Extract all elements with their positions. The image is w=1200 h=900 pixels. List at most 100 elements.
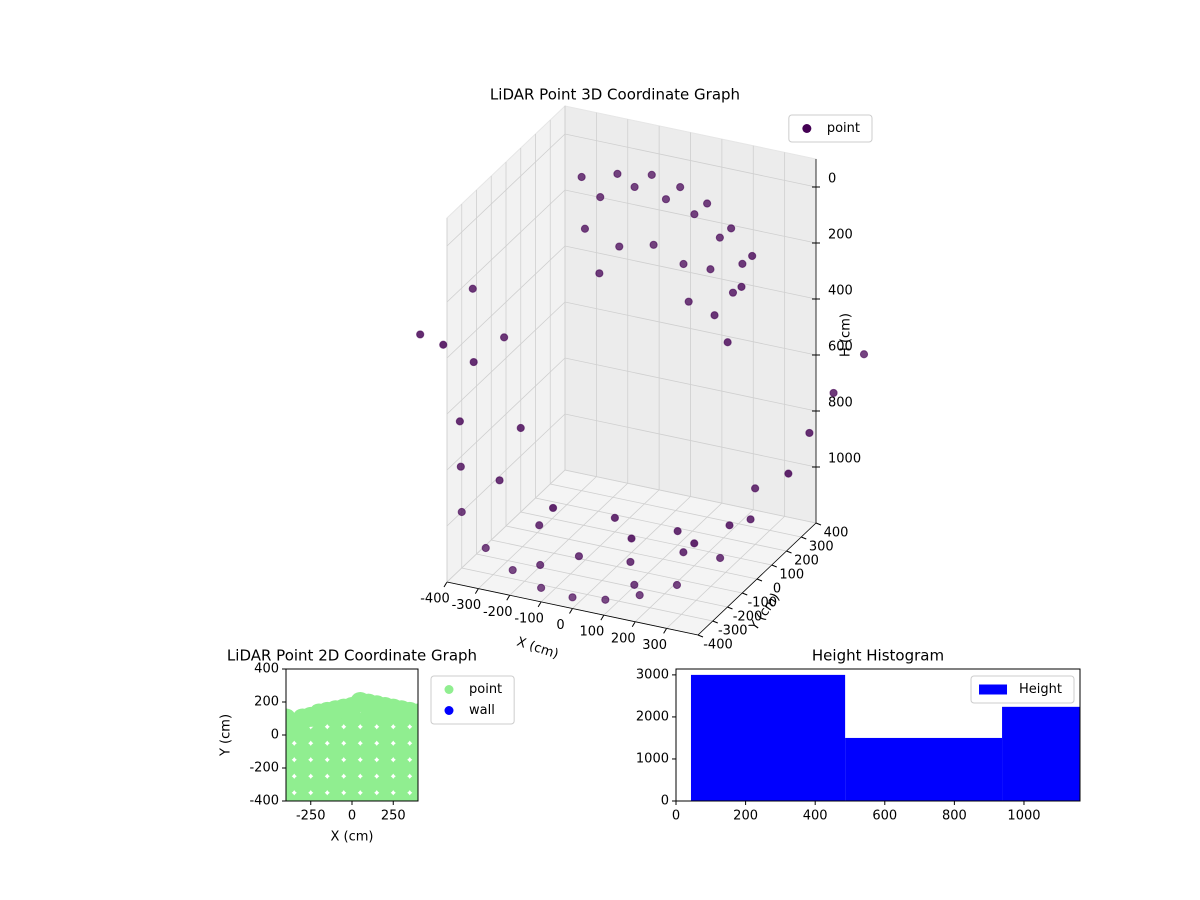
x-tick-label: 1000: [1007, 809, 1040, 824]
x-tick-label: 250: [381, 809, 406, 824]
point: [358, 741, 379, 762]
point: [613, 169, 622, 178]
y-tick: [727, 606, 733, 610]
point: [286, 774, 296, 795]
point: [391, 741, 412, 762]
legend-label: point: [827, 121, 860, 136]
grid-line: [446, 133, 817, 247]
point: [574, 552, 584, 561]
bar: [690, 674, 846, 801]
legend: point wall: [430, 675, 515, 725]
point: [391, 791, 412, 801]
point: [375, 774, 395, 795]
point: [292, 741, 313, 762]
y-tick-label: -300: [718, 624, 748, 639]
point: [391, 758, 412, 778]
point: [610, 513, 619, 522]
point: [456, 462, 465, 471]
grid-line: [490, 176, 743, 594]
grid-line: [446, 357, 817, 471]
point: [342, 725, 362, 745]
legend-marker: [444, 706, 454, 715]
x-tick: [631, 621, 636, 628]
point: [325, 758, 346, 778]
point: [292, 774, 313, 795]
grid-line: [505, 162, 758, 580]
y-tick-label: -400: [249, 794, 279, 809]
bar: [845, 737, 1003, 801]
y-tick-label: 400: [254, 662, 279, 677]
grid-line: [461, 204, 713, 622]
point: [536, 560, 545, 570]
x-tick-label: 0: [556, 618, 564, 633]
point: [325, 791, 346, 801]
point: [375, 758, 395, 778]
legend-marker: [444, 685, 454, 694]
x-tick-label: -300: [452, 598, 482, 613]
point: [746, 515, 755, 524]
point: [375, 725, 395, 745]
z-tick-label: 1000: [828, 452, 861, 467]
point: [342, 741, 362, 762]
point: [481, 543, 490, 553]
point: [679, 259, 688, 269]
x-axis-label: X (cm): [331, 830, 374, 845]
point: [684, 297, 693, 306]
grid-line: [476, 190, 728, 608]
grid-line: [446, 245, 817, 359]
x-tick: [663, 628, 668, 634]
y-tick: [712, 620, 718, 624]
z-tick-label: 400: [828, 284, 853, 299]
x-tick: [443, 581, 448, 588]
y-tick-label: 3000: [636, 667, 669, 682]
y-tick-label: 0: [661, 794, 669, 809]
legend-swatch: [979, 684, 1008, 695]
x-tick-label: 800: [942, 809, 967, 824]
point: [580, 224, 590, 233]
y-tick: [742, 592, 748, 596]
point: [859, 350, 869, 359]
point: [710, 311, 719, 320]
point: [805, 428, 814, 438]
point: [706, 265, 715, 274]
point: [672, 580, 682, 590]
point: [286, 758, 296, 778]
point: [439, 340, 448, 349]
legend-marker: [802, 124, 812, 133]
point: [358, 774, 379, 795]
point: [408, 758, 418, 778]
y-tick: [756, 578, 763, 582]
legend: point: [788, 114, 873, 143]
y-tick-label: -200: [249, 761, 279, 776]
point: [577, 172, 586, 182]
x-tick-label: 400: [803, 809, 828, 824]
point: [728, 288, 738, 297]
point: [725, 521, 734, 530]
point: [548, 503, 558, 513]
x-tick-label: 0: [672, 809, 680, 824]
point: [408, 703, 418, 724]
point: [408, 774, 418, 795]
point: [715, 233, 724, 242]
x-axis-line: [446, 581, 699, 636]
bars: [690, 674, 1080, 801]
point: [495, 476, 504, 485]
x-tick: [569, 608, 573, 614]
y-tick: [801, 536, 807, 540]
point: [408, 741, 418, 762]
point: [286, 741, 296, 762]
z-tick-label: 800: [828, 396, 853, 411]
legend-label: point: [469, 682, 502, 697]
legend-label: Height: [1019, 682, 1062, 697]
point: [627, 534, 636, 543]
y-tick-label: 0: [773, 582, 781, 597]
point: [325, 774, 346, 795]
point: [309, 741, 329, 762]
y-tick: [815, 522, 822, 526]
point: [468, 284, 477, 293]
point: [375, 791, 395, 801]
point: [601, 595, 610, 604]
axes-frame: [285, 668, 419, 802]
x-tick: [506, 594, 511, 601]
x-tick: [600, 614, 605, 621]
